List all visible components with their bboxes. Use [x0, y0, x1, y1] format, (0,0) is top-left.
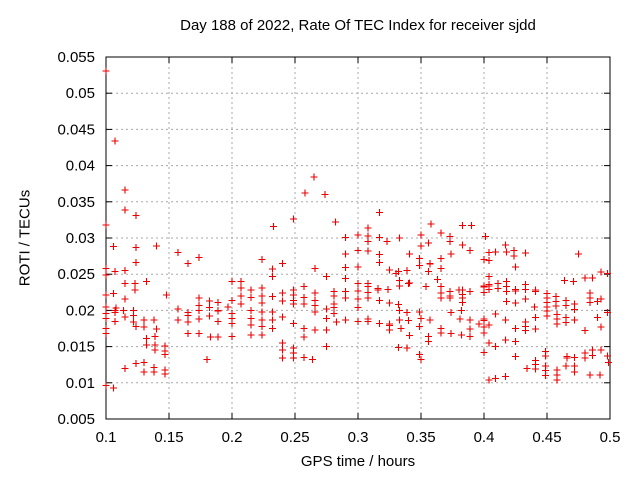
y-tick-label: 0.015 [57, 339, 95, 356]
chart-title: Day 188 of 2022, Rate Of TEC Index for r… [180, 17, 536, 34]
x-tick-label: 0.15 [154, 429, 183, 446]
x-tick-label: 0.25 [280, 429, 309, 446]
y-tick-label: 0.055 [57, 49, 95, 66]
x-tick-label: 0.4 [474, 429, 495, 446]
y-tick-label: 0.025 [57, 266, 95, 283]
y-tick-label: 0.04 [66, 158, 95, 175]
x-tick-label: 0.3 [348, 429, 369, 446]
y-tick-label: 0.005 [57, 411, 95, 428]
x-axis-label: GPS time / hours [300, 453, 416, 470]
x-tick-label: 0.35 [406, 429, 435, 446]
x-tick-label: 0.5 [600, 429, 621, 446]
y-tick-label: 0.01 [66, 375, 95, 392]
y-tick-label: 0.02 [66, 302, 95, 319]
x-tick-label: 0.2 [222, 429, 243, 446]
x-tick-label: 0.45 [532, 429, 561, 446]
y-tick-label: 0.05 [66, 85, 95, 102]
x-tick-label: 0.1 [96, 429, 117, 446]
y-axis-label: ROTI / TECUs [16, 189, 34, 287]
y-tick-label: 0.035 [57, 194, 95, 211]
data-points-roti [102, 67, 612, 392]
y-tick-label: 0.045 [57, 121, 95, 138]
y-tick-label: 0.03 [66, 230, 95, 247]
